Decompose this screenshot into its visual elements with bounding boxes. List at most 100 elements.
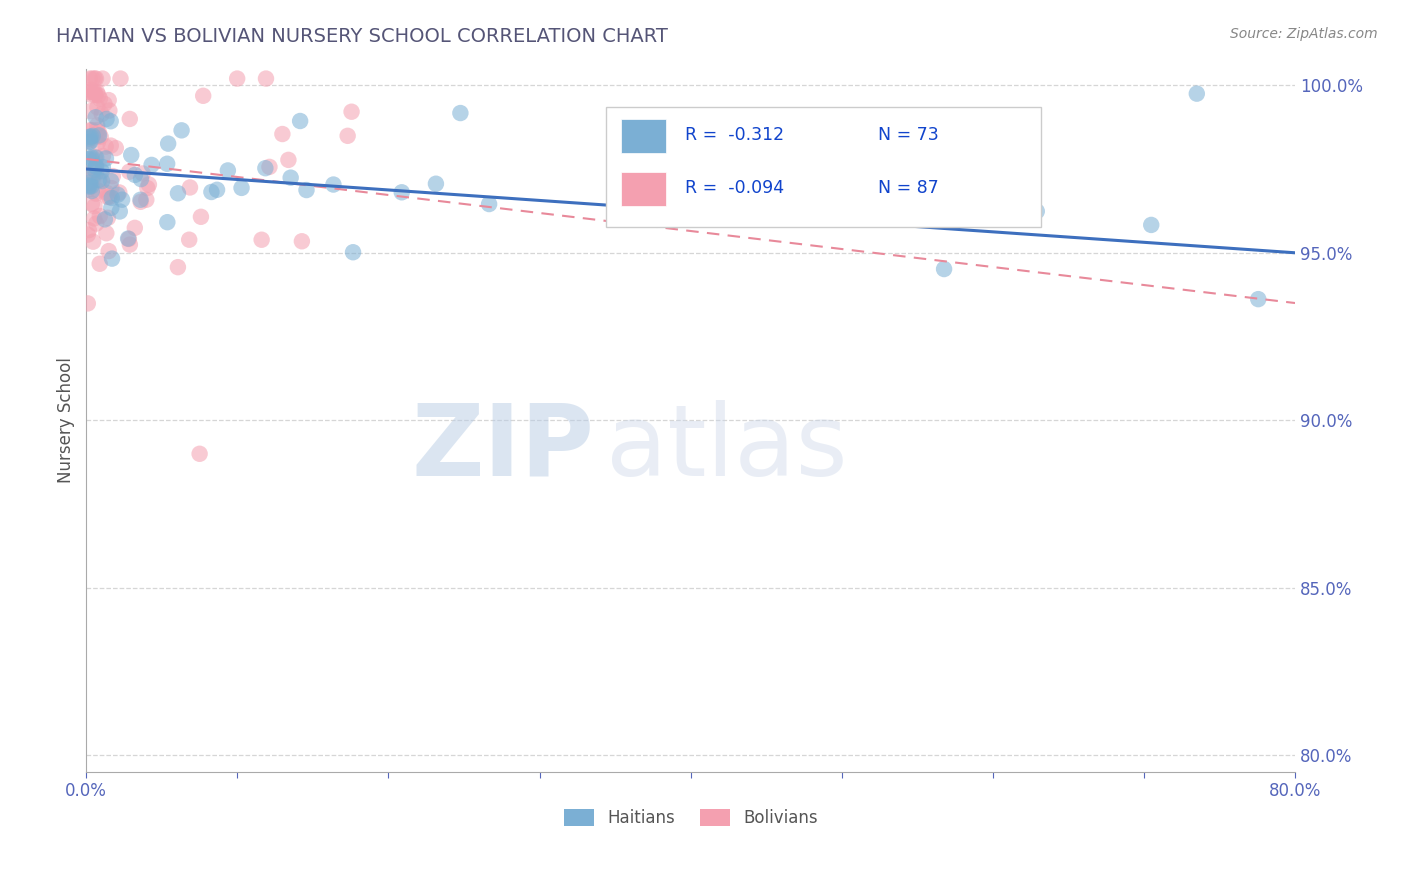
Point bbox=[131, 166, 153, 180]
Point bbox=[1185, 87, 1208, 101]
Point bbox=[80, 150, 103, 164]
Point bbox=[136, 181, 159, 195]
Point bbox=[87, 136, 110, 150]
Point bbox=[254, 161, 277, 176]
Point bbox=[295, 183, 318, 197]
Point bbox=[79, 175, 101, 189]
Point bbox=[83, 199, 105, 213]
FancyBboxPatch shape bbox=[620, 120, 666, 153]
Point bbox=[77, 134, 100, 148]
Text: Source: ZipAtlas.com: Source: ZipAtlas.com bbox=[1230, 27, 1378, 41]
Point bbox=[98, 190, 121, 204]
Point bbox=[118, 112, 141, 126]
Point bbox=[89, 92, 111, 106]
Point bbox=[79, 135, 101, 149]
Point bbox=[79, 71, 101, 86]
Point bbox=[277, 153, 299, 167]
Point bbox=[449, 106, 471, 120]
Point bbox=[156, 215, 179, 229]
Point bbox=[254, 71, 277, 86]
Point bbox=[76, 227, 98, 242]
Point bbox=[280, 170, 302, 185]
Point bbox=[118, 164, 141, 178]
Point bbox=[82, 169, 104, 184]
Text: N = 87: N = 87 bbox=[877, 179, 939, 197]
Point bbox=[179, 180, 201, 194]
Point bbox=[190, 210, 212, 224]
Point bbox=[720, 211, 742, 225]
Point bbox=[101, 252, 124, 266]
Point bbox=[200, 185, 222, 199]
Point bbox=[94, 212, 117, 227]
Point bbox=[80, 129, 103, 144]
Point bbox=[100, 191, 122, 205]
Point bbox=[167, 186, 190, 201]
FancyBboxPatch shape bbox=[620, 172, 666, 206]
Point bbox=[79, 123, 101, 137]
Point bbox=[478, 197, 501, 211]
Point bbox=[84, 88, 107, 103]
Point bbox=[87, 129, 110, 144]
Point bbox=[89, 173, 111, 187]
Point bbox=[129, 172, 152, 186]
Point bbox=[86, 165, 108, 179]
Point bbox=[97, 93, 120, 107]
Point bbox=[96, 112, 118, 126]
Point bbox=[83, 150, 105, 164]
Point bbox=[678, 206, 700, 220]
Point bbox=[79, 135, 101, 149]
Text: HAITIAN VS BOLIVIAN NURSERY SCHOOL CORRELATION CHART: HAITIAN VS BOLIVIAN NURSERY SCHOOL CORRE… bbox=[56, 27, 668, 45]
Point bbox=[87, 125, 110, 139]
Point bbox=[96, 186, 118, 200]
Point bbox=[98, 103, 121, 118]
Point bbox=[89, 257, 111, 271]
Point bbox=[79, 85, 101, 99]
Point bbox=[86, 119, 108, 133]
Point bbox=[91, 174, 114, 188]
Point bbox=[79, 104, 101, 119]
Point bbox=[80, 85, 103, 99]
Point bbox=[100, 181, 122, 195]
Point bbox=[288, 114, 311, 128]
Point bbox=[82, 235, 104, 249]
Point bbox=[83, 85, 105, 99]
Text: atlas: atlas bbox=[606, 400, 848, 497]
Point bbox=[1247, 292, 1270, 306]
Point bbox=[110, 71, 132, 86]
Point bbox=[84, 71, 107, 86]
Point bbox=[107, 187, 129, 202]
Text: R =  -0.094: R = -0.094 bbox=[685, 179, 783, 197]
Point bbox=[83, 71, 105, 86]
Point bbox=[94, 152, 117, 166]
Point bbox=[1025, 204, 1047, 219]
Point bbox=[250, 233, 273, 247]
Point bbox=[792, 166, 814, 180]
Point bbox=[80, 82, 103, 96]
Point bbox=[100, 174, 122, 188]
Point bbox=[83, 162, 105, 177]
Point bbox=[167, 260, 190, 275]
Point bbox=[853, 144, 876, 158]
Point bbox=[91, 149, 114, 163]
Point bbox=[129, 193, 152, 207]
Point bbox=[896, 182, 918, 196]
Point bbox=[82, 171, 104, 186]
Point bbox=[82, 71, 104, 86]
Point bbox=[87, 128, 110, 143]
Point bbox=[231, 181, 253, 195]
Point bbox=[87, 184, 110, 198]
Point bbox=[141, 158, 163, 172]
Point bbox=[188, 447, 211, 461]
Point bbox=[157, 136, 180, 151]
FancyBboxPatch shape bbox=[606, 107, 1042, 227]
Point bbox=[82, 128, 104, 143]
Point bbox=[138, 178, 160, 192]
Point bbox=[96, 190, 118, 204]
Legend: Haitians, Bolivians: Haitians, Bolivians bbox=[557, 803, 824, 834]
Point bbox=[84, 110, 107, 124]
Point bbox=[79, 153, 101, 167]
Point bbox=[76, 166, 98, 180]
Point bbox=[1140, 218, 1163, 232]
Point bbox=[101, 169, 124, 183]
Point bbox=[100, 138, 122, 153]
